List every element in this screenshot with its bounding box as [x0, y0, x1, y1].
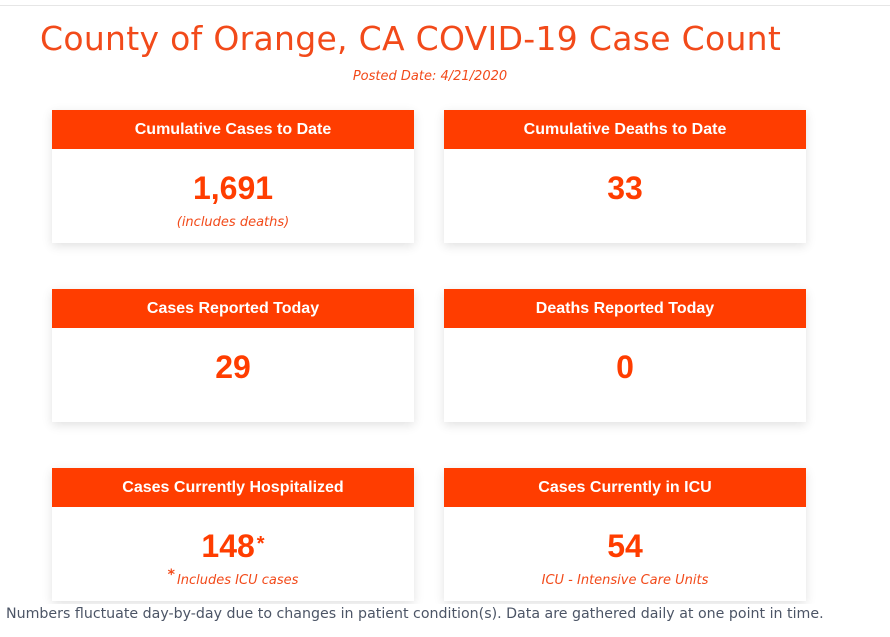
- card-cumulative-cases: Cumulative Cases to Date 1,691 (includes…: [52, 110, 414, 243]
- footer-disclaimer: Numbers fluctuate day-by-day due to chan…: [6, 604, 824, 624]
- card-cases-today: Cases Reported Today 29: [52, 289, 414, 422]
- card-icu: Cases Currently in ICU 54 ICU - Intensiv…: [444, 468, 806, 601]
- card-cumulative-deaths: Cumulative Deaths to Date 33: [444, 110, 806, 243]
- card-note: ICU - Intensive Care Units: [541, 573, 709, 588]
- card-value: 148 *: [52, 527, 414, 565]
- card-header: Cumulative Deaths to Date: [444, 110, 806, 149]
- card-value: 54: [444, 527, 806, 565]
- card-value-number: 148: [201, 528, 255, 564]
- card-note: (includes deaths): [176, 215, 290, 230]
- card-value-number: 54: [607, 528, 643, 564]
- card-value: 29: [52, 348, 414, 386]
- asterisk-marker: *: [256, 533, 265, 555]
- page-title: County of Orange, CA COVID-19 Case Count: [40, 19, 782, 58]
- card-header: Cases Reported Today: [52, 289, 414, 328]
- card-value: 1,691: [52, 169, 414, 207]
- card-header: Deaths Reported Today: [444, 289, 806, 328]
- top-divider: [0, 5, 890, 6]
- card-header: Cumulative Cases to Date: [52, 110, 414, 149]
- card-value-number: 0: [616, 349, 634, 385]
- card-value: 0: [444, 348, 806, 386]
- note-asterisk: *: [167, 567, 175, 583]
- card-note-text: Includes ICU cases: [176, 573, 299, 588]
- card-hospitalized: Cases Currently Hospitalized 148 * * Inclu…: [52, 468, 414, 601]
- card-deaths-today: Deaths Reported Today 0: [444, 289, 806, 422]
- card-value-number: 33: [607, 170, 643, 206]
- card-value-number: 1,691: [192, 170, 274, 206]
- card-header: Cases Currently in ICU: [444, 468, 806, 507]
- card-note: * Includes ICU cases: [52, 567, 414, 590]
- card-value: 33: [444, 169, 806, 207]
- card-header: Cases Currently Hospitalized: [52, 468, 414, 507]
- card-value-number: 29: [215, 349, 251, 385]
- posted-date: Posted Date: 4/21/2020: [352, 69, 508, 84]
